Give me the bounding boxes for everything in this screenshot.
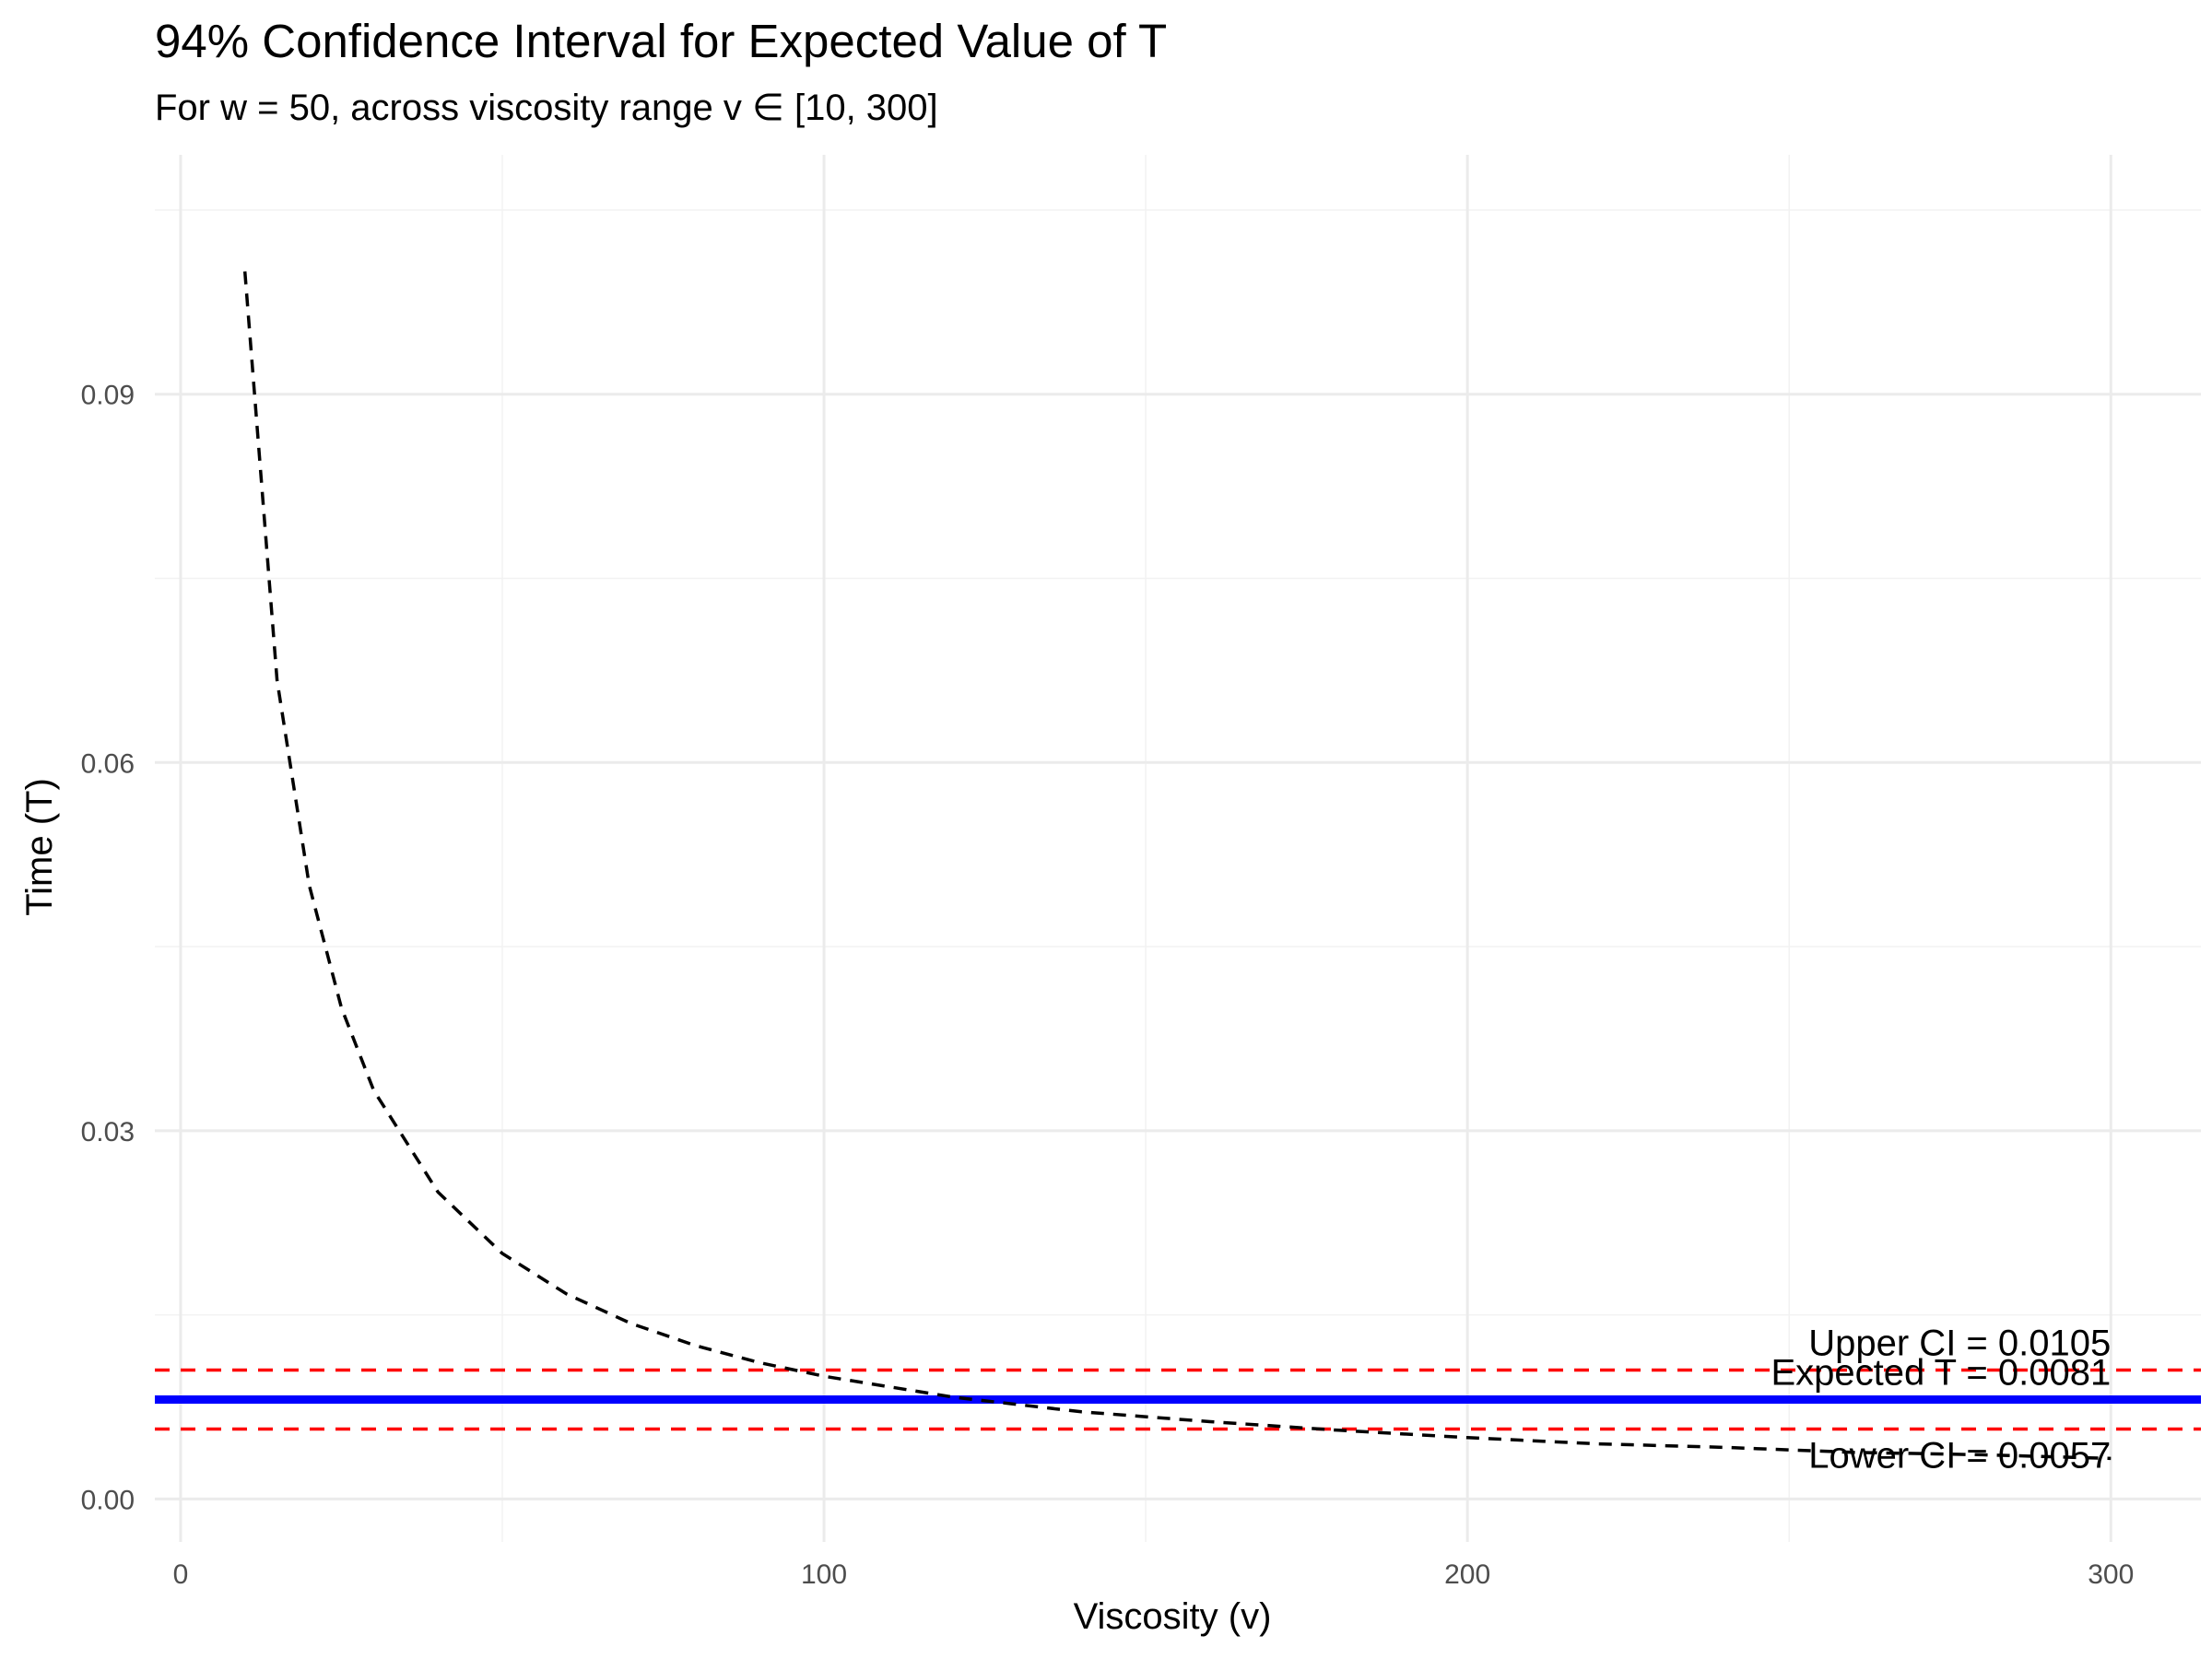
expected-t-label: Expected T = 0.0081: [1771, 1353, 2111, 1394]
x-tick-label: 100: [801, 1559, 847, 1590]
minor-gridlines: [155, 155, 2201, 1542]
x-tick-label: 300: [2088, 1559, 2134, 1590]
y-tick-label: 0.00: [81, 1485, 135, 1515]
x-tick-label: 200: [1444, 1559, 1490, 1590]
tick-labels: 0 100 200 300 0.00 0.03 0.06 0.09: [81, 381, 2135, 1590]
y-tick-label: 0.06: [81, 748, 135, 779]
major-gridlines: [155, 155, 2201, 1542]
y-axis-title: Time (T): [19, 778, 60, 916]
series-layer: [155, 271, 2201, 1461]
lower-ci-label: Lower CI = 0.0057: [1808, 1435, 2111, 1476]
x-tick-label: 0: [173, 1559, 189, 1590]
y-tick-label: 0.09: [81, 381, 135, 411]
time-curve-line: [242, 271, 2112, 1461]
upper-ci-label: Upper CI = 0.0105: [1808, 1324, 2111, 1364]
y-tick-label: 0.03: [81, 1117, 135, 1147]
chart-title: 94% Confidence Interval for Expected Val…: [155, 15, 1167, 67]
x-axis-title: Viscosity (v): [1074, 1596, 1272, 1637]
chart-subtitle: For w = 50, across viscosity range v ∈ […: [155, 88, 938, 128]
